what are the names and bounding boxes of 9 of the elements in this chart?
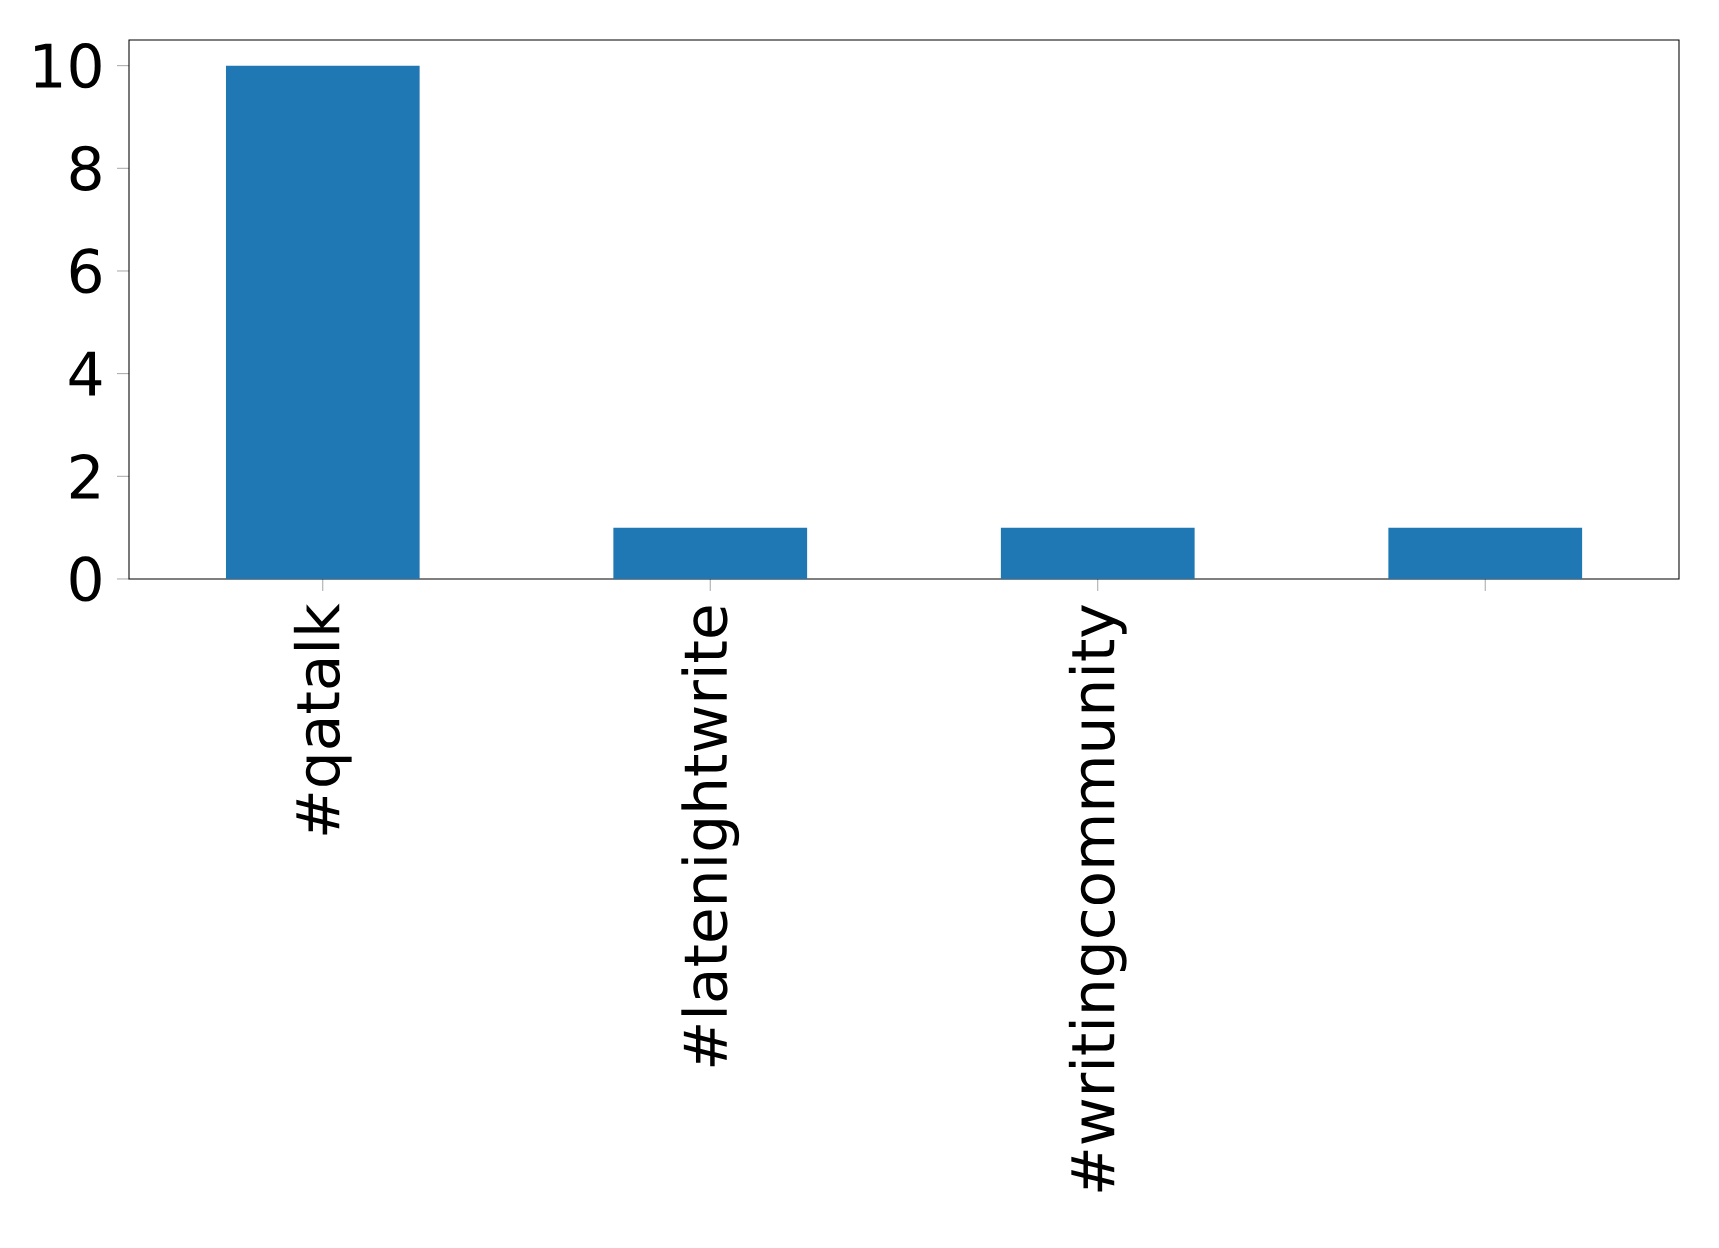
y-tick-label: 0 bbox=[70, 556, 101, 602]
y-tick-label: 4 bbox=[69, 351, 102, 396]
y-tick-label: 8 bbox=[70, 145, 101, 191]
x-tick-label: #writingcommunity bbox=[1068, 605, 1127, 1192]
x-tick-label: #qatalk bbox=[293, 603, 352, 835]
x-tick-label: #latenightwrite bbox=[681, 606, 740, 1067]
y-tick-label: 10 bbox=[35, 43, 101, 89]
y-tick-label: 6 bbox=[70, 248, 101, 294]
y-tick-label: 2 bbox=[70, 454, 99, 499]
